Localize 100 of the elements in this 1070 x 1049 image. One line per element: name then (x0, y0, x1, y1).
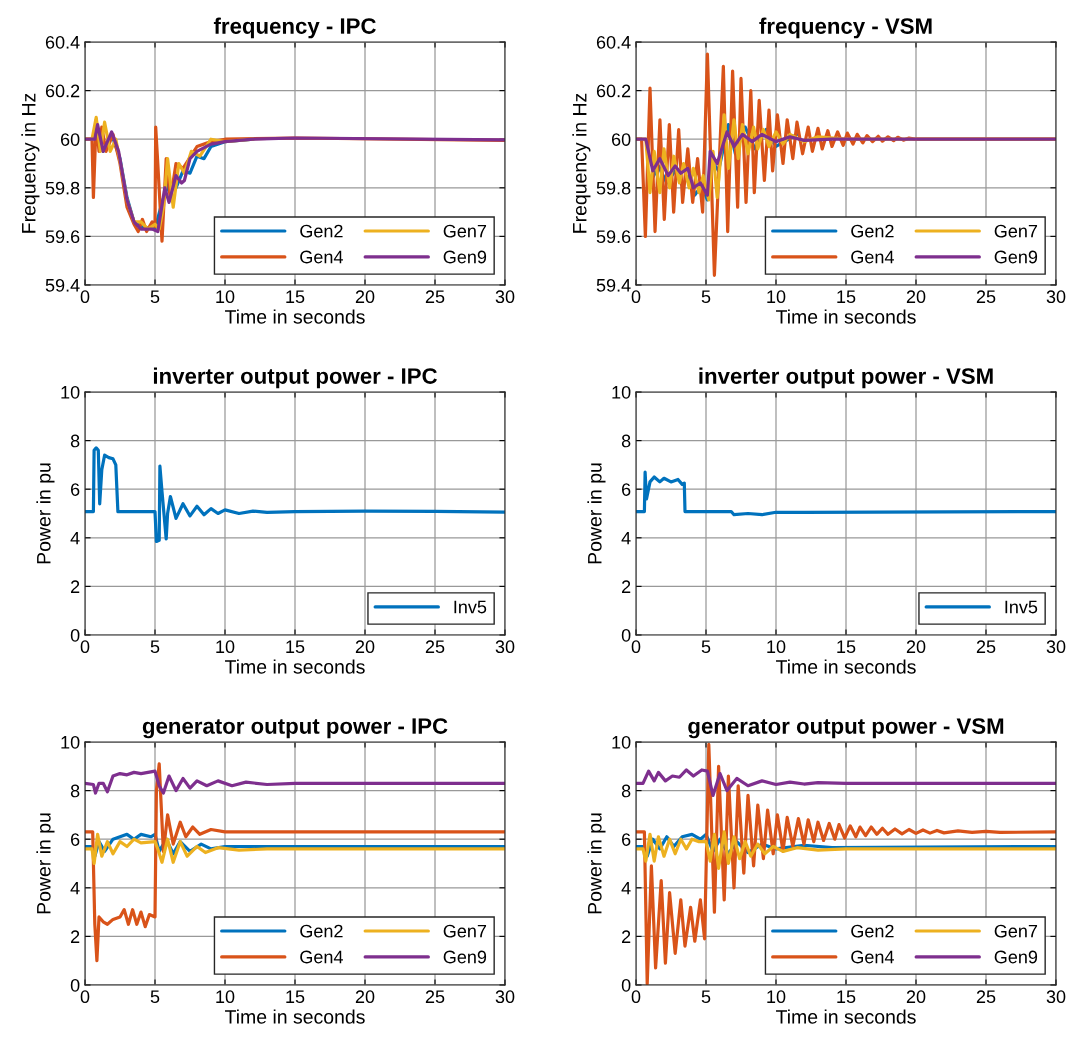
y-axis-title: Frequency in Hz (21, 93, 40, 233)
x-tick-label: 15 (837, 640, 856, 654)
x-tick-label: 5 (150, 290, 160, 304)
y-tick-label: 59.4 (596, 278, 631, 292)
x-tick-label: 0 (80, 290, 90, 304)
y-tick-label: 10 (612, 735, 631, 749)
y-tick-label: 59.6 (45, 230, 80, 244)
x-tick-label: 15 (286, 990, 305, 1004)
y-tick-label: 10 (612, 385, 631, 399)
x-tick-label: 0 (631, 990, 641, 1004)
y-tick-label: 4 (621, 531, 631, 545)
x-tick-label: 20 (355, 290, 375, 304)
x-tick-label: 30 (1046, 290, 1066, 304)
chart-title: frequency - IPC (213, 17, 376, 39)
y-axis-title: Power in pu (587, 463, 606, 564)
x-tick-label: 0 (80, 990, 90, 1004)
legend-label: Gen7 (443, 224, 487, 238)
y-tick-label: 2 (71, 930, 80, 943)
x-tick-label: 15 (286, 290, 305, 304)
x-tick-label: 10 (767, 640, 786, 654)
chart-title: inverter output power - IPC (153, 367, 437, 389)
x-tick-label: 20 (355, 990, 375, 1004)
x-tick-label: 5 (701, 290, 711, 304)
x-tick-label: 30 (1046, 640, 1066, 654)
y-tick-label: 0 (70, 628, 80, 642)
y-tick-label: 8 (621, 784, 631, 798)
chart-title: inverter output power - VSM (699, 367, 993, 389)
x-tick-label: 25 (976, 990, 996, 1004)
x-axis-title: Time in seconds (225, 659, 365, 674)
y-tick-label: 8 (70, 434, 80, 448)
legend-label: Gen9 (443, 250, 487, 264)
legend-label: Gen9 (994, 250, 1038, 264)
x-axis-title: Time in seconds (776, 1009, 916, 1024)
y-axis-title: Frequency in Hz (572, 93, 591, 233)
legend-label: Gen4 (851, 250, 894, 264)
x-tick-label: 15 (837, 990, 856, 1004)
x-axis-title: Time in seconds (225, 309, 365, 324)
x-tick-label: 5 (701, 640, 711, 654)
x-tick-label: 20 (906, 990, 926, 1004)
x-tick-label: 25 (976, 290, 996, 304)
x-tick-label: 25 (976, 640, 996, 654)
legend-label: Gen2 (300, 924, 343, 938)
x-axis-title: Time in seconds (225, 1009, 365, 1024)
x-tick-label: 30 (495, 290, 515, 304)
x-axis-title: Time in seconds (776, 659, 916, 674)
legend-label: Gen9 (443, 950, 487, 964)
x-tick-label: 15 (286, 640, 305, 654)
chart-title: generator output power - VSM (688, 718, 1004, 739)
y-tick-label: 8 (621, 434, 631, 448)
x-tick-label: 10 (216, 640, 235, 654)
x-tick-label: 0 (631, 290, 641, 304)
y-tick-label: 2 (71, 580, 80, 593)
y-tick-label: 59.8 (45, 181, 80, 195)
legend-label: Gen4 (300, 250, 343, 264)
x-tick-label: 5 (701, 990, 711, 1004)
y-tick-label: 4 (621, 881, 631, 895)
legend-label: Gen9 (994, 950, 1038, 964)
y-tick-label: 10 (61, 735, 80, 749)
x-tick-label: 30 (495, 990, 515, 1004)
legend-label: Gen2 (300, 224, 343, 238)
x-tick-label: 0 (631, 640, 641, 654)
x-axis-title: Time in seconds (776, 309, 916, 324)
y-tick-label: 8 (70, 784, 80, 798)
y-tick-label: 60.2 (45, 84, 80, 98)
y-tick-label: 60.4 (45, 35, 80, 49)
y-tick-label: 0 (70, 978, 80, 992)
x-tick-label: 5 (150, 990, 160, 1004)
legend-label: Gen4 (851, 950, 894, 964)
legend-label: Gen7 (443, 924, 487, 938)
x-tick-label: 25 (425, 290, 445, 304)
y-tick-label: 60 (60, 133, 80, 146)
x-tick-label: 10 (767, 990, 786, 1004)
y-axis-title: Power in pu (587, 813, 606, 914)
y-axis-title: Power in pu (36, 463, 55, 564)
legend-label: Inv5 (454, 600, 487, 614)
chart-title: frequency - VSM (759, 17, 932, 39)
x-tick-label: 20 (906, 640, 926, 654)
y-tick-label: 0 (621, 978, 631, 992)
x-tick-label: 30 (495, 640, 515, 654)
y-tick-label: 6 (622, 483, 631, 496)
y-tick-label: 10 (61, 385, 80, 399)
y-tick-label: 2 (622, 930, 631, 943)
x-tick-label: 15 (837, 290, 856, 304)
x-tick-label: 10 (216, 290, 235, 304)
y-tick-label: 59.4 (45, 278, 80, 292)
y-tick-label: 6 (622, 833, 631, 846)
legend-label: Inv5 (1005, 600, 1038, 614)
x-tick-label: 25 (425, 990, 445, 1004)
x-tick-label: 20 (906, 290, 926, 304)
y-tick-label: 60.2 (596, 84, 631, 98)
y-tick-label: 59.8 (596, 181, 631, 195)
legend-label: Gen7 (994, 224, 1038, 238)
y-tick-label: 4 (70, 531, 80, 545)
y-tick-label: 2 (622, 580, 631, 593)
y-tick-label: 4 (70, 881, 80, 895)
x-tick-label: 30 (1046, 990, 1066, 1004)
y-tick-label: 6 (71, 483, 80, 496)
x-tick-label: 20 (355, 640, 375, 654)
y-tick-label: 0 (621, 628, 631, 642)
x-tick-label: 25 (425, 640, 445, 654)
